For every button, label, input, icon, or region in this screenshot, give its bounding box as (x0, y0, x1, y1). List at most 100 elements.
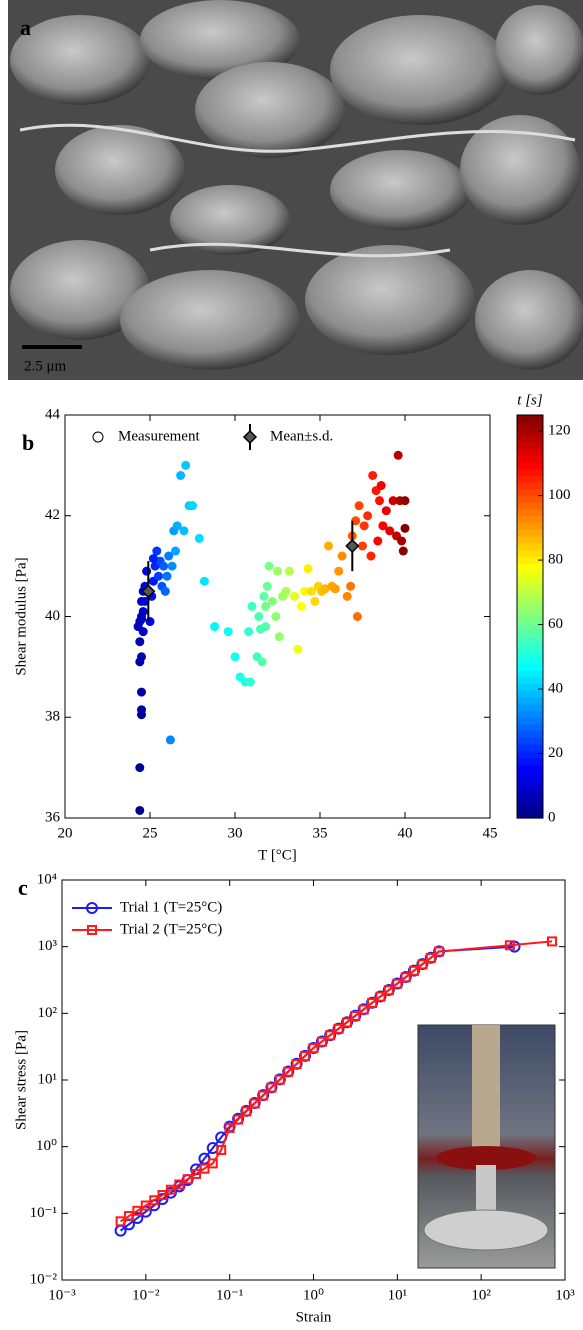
marker (224, 1122, 235, 1133)
marker (333, 1023, 344, 1034)
scatter-point (165, 735, 175, 745)
colorbar-step (517, 730, 543, 738)
scatter-point (142, 566, 152, 576)
colorbar-step (517, 569, 543, 577)
colorbar-step (517, 448, 543, 456)
scatter-point (230, 652, 240, 662)
colorbar-step (517, 770, 543, 779)
colorbar-step (517, 475, 543, 483)
scatter-point (324, 541, 333, 551)
colorbar-step (517, 488, 543, 497)
x-tick-label: 10⁻³ (48, 1287, 76, 1303)
scatter-point (375, 496, 384, 506)
scatter-point (358, 541, 367, 551)
colorbar-step (517, 535, 543, 544)
marker (216, 1145, 227, 1156)
marker (425, 952, 436, 963)
scatter-point (262, 581, 272, 591)
colorbar-step (517, 603, 543, 611)
colorbar-step (517, 703, 543, 712)
marker (345, 538, 360, 554)
scatter-point (162, 571, 172, 581)
y-axis-label: Shear modulus [Pa] (13, 557, 29, 675)
colorbar-step (517, 737, 543, 745)
colorbar-step (517, 811, 543, 819)
marker (86, 902, 98, 914)
y-tick-label: 38 (45, 709, 60, 725)
colorbar-step (517, 744, 543, 752)
colorbar-step (517, 609, 543, 618)
scatter-point (354, 501, 364, 511)
scatter-point (259, 591, 269, 601)
marker (408, 965, 419, 976)
marker (358, 1004, 369, 1015)
scatter-point (400, 496, 410, 506)
scatter-point (267, 596, 277, 606)
scatter-point (135, 637, 145, 647)
marker (383, 985, 394, 996)
scatter-point (137, 705, 146, 715)
marker (199, 1163, 210, 1174)
colorbar-step (517, 455, 543, 463)
scatter-point (373, 536, 383, 546)
scatter-point (351, 516, 361, 526)
marker (87, 925, 97, 935)
marker (417, 959, 428, 970)
marker (350, 1011, 361, 1022)
x-tick-label: 40 (398, 825, 413, 841)
marker (242, 429, 258, 445)
colorbar-tick-label: 0 (548, 809, 556, 825)
scatter-point (273, 566, 282, 576)
scatter-point (244, 627, 254, 637)
scatter-point (293, 644, 303, 654)
panel-label: a (20, 15, 31, 40)
scatter-point (154, 571, 163, 581)
scatter-point (261, 601, 271, 611)
colorbar-frame (516, 414, 544, 819)
scatter-point (271, 612, 281, 621)
marker (367, 997, 378, 1008)
colorbar-step (517, 495, 543, 503)
colorbar-step (517, 710, 543, 718)
marker (140, 1200, 151, 1211)
scatter-point (171, 546, 180, 556)
colorbar-step (517, 421, 543, 430)
colorbar-tick-label: 60 (548, 616, 563, 632)
x-tick-label: 20 (58, 825, 73, 841)
y-tick-label: 10⁻² (30, 1271, 58, 1287)
scatter-point (359, 521, 369, 531)
x-tick-label: 30 (228, 825, 243, 841)
scatter-point (264, 561, 274, 571)
marker (316, 1036, 327, 1047)
scatter-point (261, 622, 271, 632)
colorbar-step (517, 616, 543, 624)
colorbar-tick-label: 80 (548, 552, 563, 568)
scatter-point (363, 511, 373, 521)
scatter-point (352, 612, 362, 621)
scatter-point (160, 586, 170, 596)
marker (300, 1051, 311, 1062)
scatter-point (254, 612, 264, 621)
colorbar-step (517, 441, 543, 450)
scatter-point (307, 586, 316, 596)
marker (233, 1114, 244, 1125)
x-tick-label: 10³ (555, 1287, 575, 1303)
colorbar-step (517, 576, 543, 584)
colorbar-step (517, 676, 543, 685)
marker (249, 1098, 260, 1109)
scatter-point (172, 521, 182, 531)
scatter-point (140, 596, 150, 606)
scatter-point (381, 506, 391, 516)
marker (149, 1195, 160, 1206)
colorbar (517, 415, 543, 819)
marker (434, 946, 445, 957)
scatter-point (303, 564, 313, 574)
colorbar-step (517, 757, 543, 765)
colorbar-step (517, 529, 543, 537)
colorbar-step (517, 750, 543, 759)
scatter-point (310, 596, 320, 606)
marker (392, 978, 403, 989)
colorbar-step (517, 623, 543, 631)
marker (182, 1174, 193, 1185)
colorbar-step (517, 643, 543, 651)
